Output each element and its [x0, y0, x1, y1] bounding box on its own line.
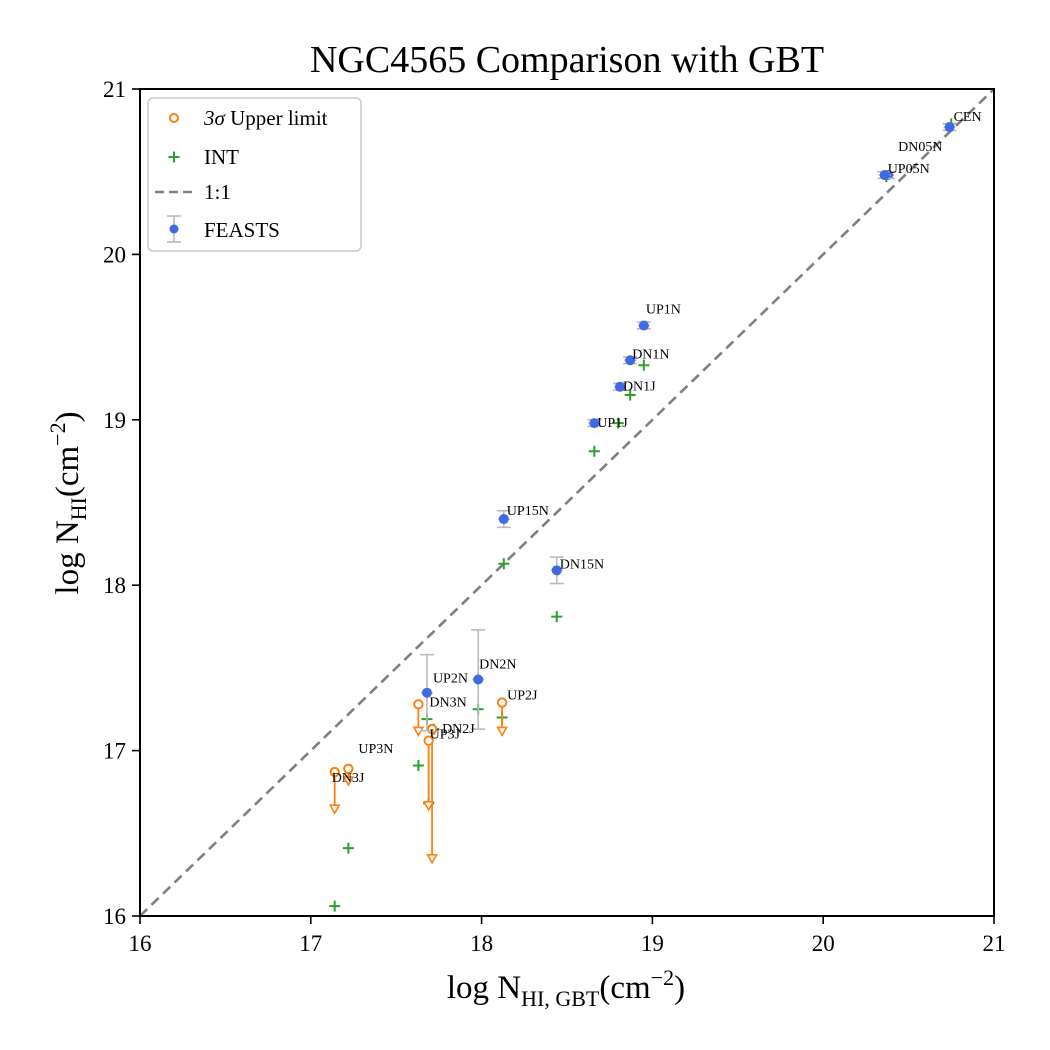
feasts-point	[614, 381, 625, 392]
feasts-point	[473, 674, 484, 685]
x-axis-label-exp: −2	[651, 965, 674, 990]
y-axis-label-sub: HI	[66, 497, 91, 520]
x-tick-label: 20	[812, 931, 835, 956]
feasts-point	[421, 687, 432, 698]
feasts-point	[551, 565, 562, 576]
legend-upper-limit-rest: Upper limit	[225, 106, 328, 130]
legend-one-to-one-label: 1:1	[204, 180, 231, 204]
y-tick-label: 17	[103, 739, 126, 764]
legend-feasts-marker	[167, 215, 181, 243]
upper-limit-arrowhead	[426, 853, 438, 865]
y-tick-label: 18	[103, 573, 126, 598]
upper-limit-point	[343, 763, 354, 774]
feasts-point-label: UP05N	[888, 162, 930, 177]
chart-title: NGC4565 Comparison with GBT	[310, 39, 824, 81]
int-point	[329, 900, 341, 912]
upper-limit-arrowhead	[328, 804, 341, 815]
y-axis-label-exp: −2	[45, 422, 70, 445]
feasts-point-label: DN1J	[623, 380, 656, 395]
upper-limit-point-label: DN3J	[332, 771, 365, 786]
upper-limit-point	[413, 699, 424, 710]
x-axis-label: log NHI, GBT(cm−2)	[447, 965, 685, 1011]
int-point	[551, 611, 563, 623]
x-tick-label: 16	[129, 931, 152, 956]
feasts-point	[944, 122, 955, 133]
y-tick-label: 20	[103, 242, 126, 267]
upper-limit-arrowhead	[496, 726, 508, 738]
legend-upper-limit-marker	[169, 113, 179, 123]
feasts-point	[498, 514, 509, 525]
upper-limit-point-label: UP2J	[507, 689, 538, 704]
upper-limit-point-label: UP3J	[430, 728, 461, 743]
x-tick-label: 17	[299, 931, 322, 956]
feasts-point-label: DN15N	[560, 557, 604, 572]
y-axis-label-close: )	[50, 411, 86, 422]
feasts-point-label: UP1J	[597, 416, 628, 431]
legend-frame	[147, 97, 362, 252]
int-point	[342, 842, 354, 854]
legend-int-marker	[168, 151, 180, 163]
y-axis-label: log NHI(cm−2)	[45, 411, 91, 594]
upper-limit-point-label: DN3N	[429, 695, 466, 710]
plot-area-frame	[139, 88, 995, 917]
feasts-point-label: CEN	[954, 110, 982, 125]
int-point	[498, 558, 510, 570]
legend-upper-limit-label: 3σ Upper limit	[203, 106, 328, 130]
y-axis-label-main: log N	[50, 520, 86, 594]
ticks-layer: 16 17 18 19 20 21 16 17 18 19 20 21	[103, 77, 1006, 956]
y-tick-label: 16	[103, 904, 126, 929]
feasts-point-label: UP1N	[646, 303, 681, 318]
feasts-point-label: DN1N	[632, 347, 669, 362]
feasts-point	[589, 418, 600, 429]
x-tick-label: 21	[983, 931, 1006, 956]
x-axis-label-sub: HI, GBT	[521, 986, 600, 1011]
feasts-point-label: DN2N	[479, 657, 516, 672]
int-point	[638, 359, 650, 371]
feasts-point	[625, 355, 636, 366]
x-axis-label-unit: (cm	[599, 970, 651, 1006]
feasts-point-label: UP2N	[433, 672, 468, 687]
int-point	[612, 417, 624, 429]
int-point	[588, 445, 600, 457]
feasts-point	[879, 170, 890, 181]
upper-limit-arrowhead	[422, 801, 435, 812]
int-point	[624, 389, 636, 401]
legend: 3σ Upper limit INT 1:1 FEASTS	[147, 97, 362, 252]
one-to-one-line	[139, 88, 995, 917]
upper-limit-point	[423, 735, 434, 746]
feasts-point-label: DN05N	[898, 140, 942, 155]
upper-limit-point-label: DN2J	[442, 722, 475, 737]
one-to-one-layer	[139, 88, 995, 917]
legend-upper-limit-sigma: 3σ	[203, 106, 227, 130]
upper-limit-arrowhead	[342, 776, 355, 787]
x-axis-label-close: )	[674, 970, 685, 1006]
y-tick-label: 21	[103, 77, 126, 102]
x-tick-label: 18	[470, 931, 493, 956]
y-tick-label: 19	[103, 408, 126, 433]
upper-limit-point-label: UP3N	[358, 742, 393, 757]
x-tick-label: 19	[641, 931, 664, 956]
upper-limit-point	[329, 766, 340, 778]
int-point	[412, 759, 424, 771]
x-axis-label-main: log N	[447, 970, 521, 1006]
feasts-point-label: UP15N	[507, 504, 549, 519]
data-marks-layer	[328, 118, 957, 912]
feasts-point	[638, 320, 649, 331]
legend-feasts-label: FEASTS	[204, 218, 280, 242]
legend-int-label: INT	[204, 145, 239, 169]
upper-limit-point	[496, 697, 508, 708]
y-axis-label-unit: (cm	[50, 445, 86, 497]
